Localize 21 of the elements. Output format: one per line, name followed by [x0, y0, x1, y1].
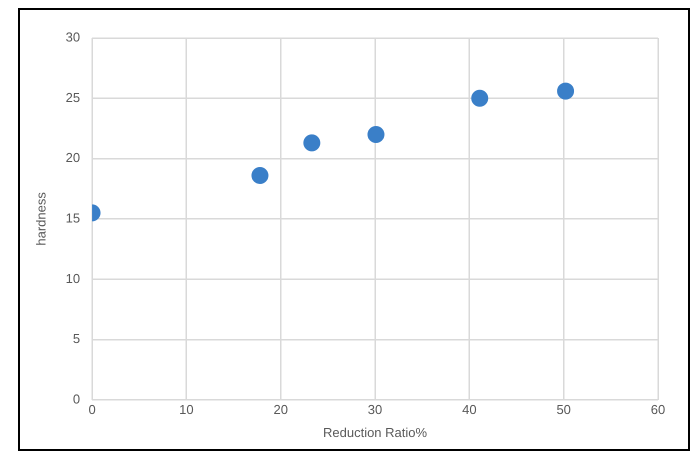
y-tick-label: 20 — [66, 150, 80, 166]
point — [471, 90, 488, 107]
point — [557, 82, 574, 100]
x-tick-label: 60 — [650, 402, 666, 418]
y-tick-label: 30 — [66, 30, 80, 45]
y-axis-title: hardness — [33, 192, 48, 246]
point — [367, 126, 384, 143]
x-axis-title: Reduction Ratio% — [323, 424, 428, 440]
y-tick-label: 25 — [66, 90, 80, 105]
x-tick-label: 0 — [88, 402, 96, 418]
point — [303, 134, 320, 152]
y-tick-label: 10 — [66, 270, 80, 286]
y-tick-label: 5 — [72, 331, 80, 346]
y-tick-label: 0 — [72, 391, 80, 406]
x-tick-label: 20 — [273, 402, 288, 418]
point — [251, 166, 268, 184]
x-tick-label: 50 — [556, 402, 571, 418]
x-tick-label: 40 — [462, 402, 477, 418]
x-tick-label: 10 — [179, 402, 194, 418]
x-tick-label: 30 — [368, 402, 382, 418]
y-tick-label: 15 — [66, 210, 80, 226]
